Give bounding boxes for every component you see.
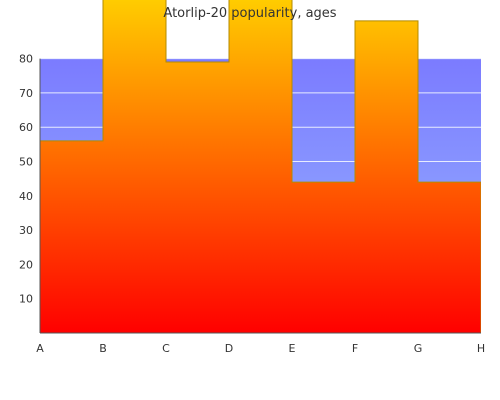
y-axis-tick-labels: 10 20 30 40 50 60 70 80: [19, 53, 33, 306]
x-tick-label: D: [225, 342, 233, 355]
axes: [39, 58, 481, 334]
x-tick-label: G: [414, 342, 423, 355]
y-tick-label: 20: [19, 258, 33, 271]
x-axis-tick-labels: A B C D E F G H: [36, 342, 485, 355]
y-tick-label: 50: [19, 156, 33, 169]
x-tick-label: H: [477, 342, 485, 355]
y-tick-label: 30: [19, 224, 33, 237]
x-tick-label: F: [352, 342, 358, 355]
y-tick-label: 10: [19, 293, 33, 306]
x-tick-label: E: [289, 342, 296, 355]
x-tick-label: A: [36, 342, 44, 355]
x-tick-label: C: [162, 342, 170, 355]
x-tick-label: B: [99, 342, 107, 355]
area-series-fill: [40, 0, 481, 333]
y-tick-label: 60: [19, 121, 33, 134]
y-tick-label: 40: [19, 190, 33, 203]
y-tick-label: 70: [19, 87, 33, 100]
area-series: [40, 0, 481, 333]
y-tick-label: 80: [19, 53, 33, 66]
chart-title: Atorlip-20 popularity, ages: [163, 6, 336, 21]
